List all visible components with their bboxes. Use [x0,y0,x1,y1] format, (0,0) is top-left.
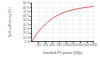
svg-text:800: 800 [57,43,62,47]
svg-text:Self-sufficiency (%): Self-sufficiency (%) [8,7,12,37]
svg-text:200: 200 [36,43,41,47]
svg-text:400: 400 [43,43,48,47]
svg-text:20 %: 20 % [23,31,30,35]
svg-text:40 %: 40 % [23,22,30,26]
svg-text:80 %: 80 % [23,5,30,9]
svg-text:90 %: 90 % [23,1,30,5]
svg-text:60 %: 60 % [23,14,30,18]
svg-text:50 %: 50 % [23,18,30,22]
html-text:1000 1200 1400 1600: 1000 1200 1400 1600 [62,42,91,47]
svg-text:0 %: 0 % [25,40,31,44]
svg-text:1800: 1800 [90,43,97,47]
svg-text:Installed PV power (kWp): Installed PV power (kWp) [43,51,83,55]
svg-text:70 %: 70 % [23,10,30,14]
svg-text:10 %: 10 % [23,35,30,39]
svg-text:600: 600 [50,43,55,47]
svg-text:30 %: 30 % [23,27,30,31]
